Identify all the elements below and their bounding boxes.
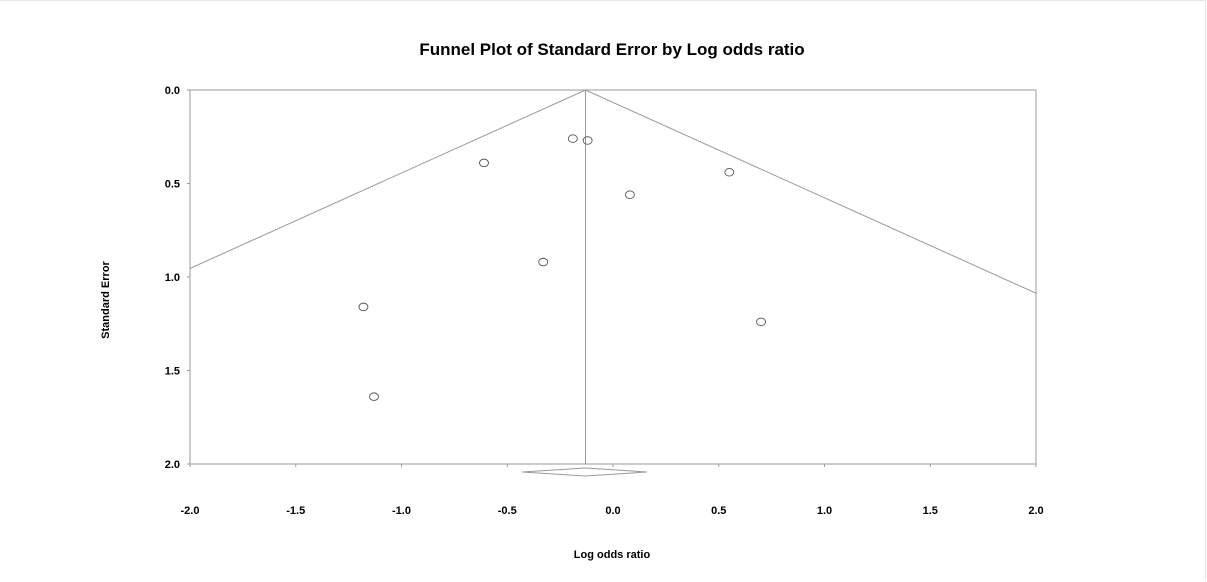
funnel-right-line (585, 90, 1036, 294)
study-point (358, 302, 369, 312)
x-tick-label: -2.0 (181, 505, 200, 517)
x-axis-label: Log odds ratio (574, 549, 651, 561)
funnel-left-line (190, 90, 586, 269)
y-tick-label: 1.5 (165, 366, 180, 378)
study-point (567, 134, 578, 143)
y-tick-label: 1.0 (165, 272, 180, 284)
study-point (538, 257, 549, 267)
plot-border (189, 89, 1037, 465)
study-point (369, 392, 379, 401)
x-tick-label: -0.5 (498, 505, 517, 517)
study-point (624, 190, 635, 199)
study-point (582, 136, 593, 145)
study-point (724, 168, 735, 177)
x-tick-label: -1.5 (286, 505, 305, 517)
study-point (756, 317, 766, 327)
y-tick-label: 0.5 (165, 179, 180, 191)
x-tick-label: -1.0 (392, 505, 411, 517)
study-point (479, 158, 489, 168)
x-tick-label: 1.5 (923, 505, 938, 517)
chart-title: Funnel Plot of Standard Error by Log odd… (419, 40, 804, 59)
plot-area: -2.0 -1.5 -1.0 -0.5 0.0 0.5 1.0 1.5 2.0 0.0 0.5 1.0… (165, 85, 1044, 517)
x-tick-label: 1.0 (817, 505, 832, 517)
x-tick-label: 2.0 (1028, 505, 1043, 517)
x-tick-label: 0.0 (605, 505, 620, 517)
summary-diamond (522, 467, 647, 477)
y-tick-label: 0.0 (165, 85, 180, 97)
y-axis-label: Standard Error (100, 260, 112, 338)
y-tick-label: 2.0 (165, 459, 180, 471)
x-tick-label: 0.5 (711, 505, 726, 517)
